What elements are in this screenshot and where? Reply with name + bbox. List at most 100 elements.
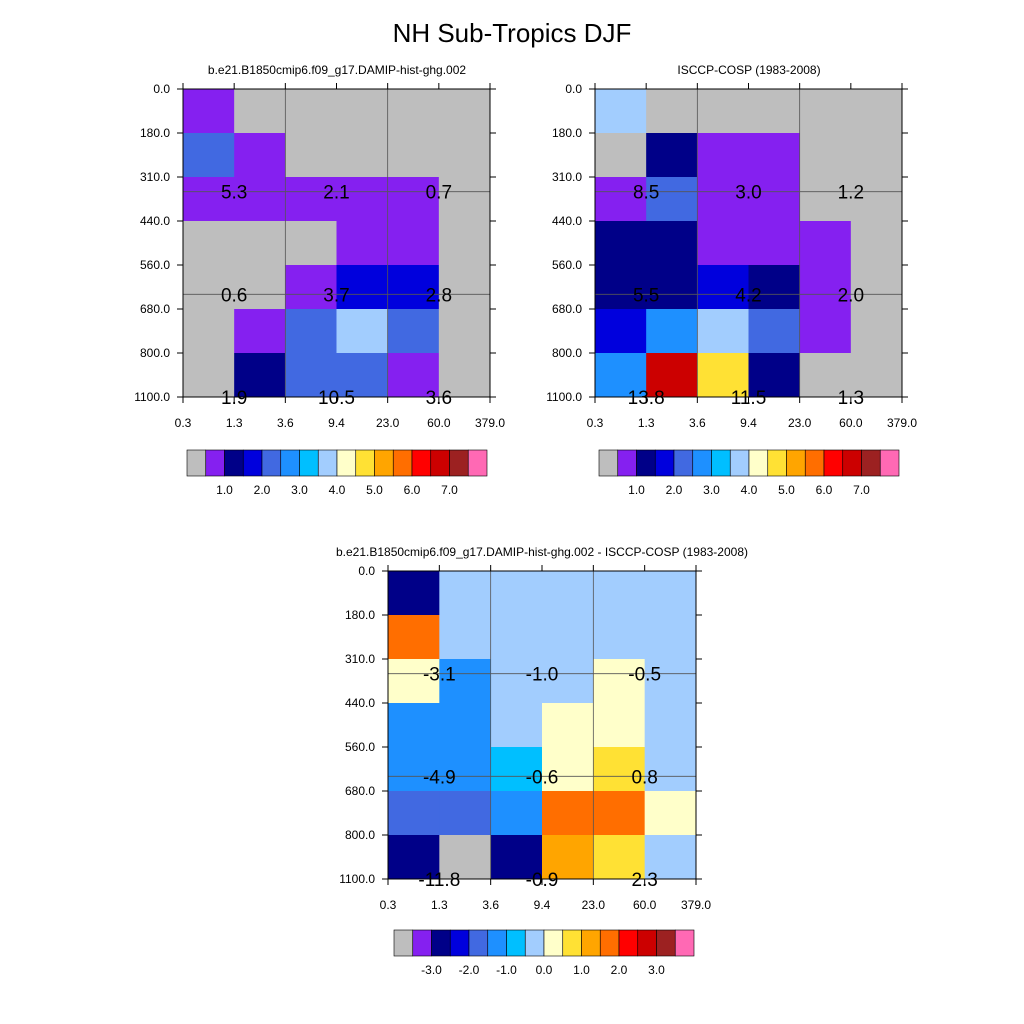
heatmap-cell: [183, 133, 235, 178]
value-label: -0.5: [628, 665, 661, 686]
heatmap-cell: [799, 353, 852, 398]
colorbar-label: 3.0: [291, 483, 308, 497]
heatmap-cell: [697, 177, 749, 222]
heatmap-cell: [387, 309, 440, 354]
heatmap-cell: [799, 177, 852, 222]
y-tick-label: 440.0: [552, 214, 582, 228]
heatmap-cell: [490, 747, 543, 792]
colorbar-label: 7.0: [441, 483, 458, 497]
colorbar-swatch: [392, 449, 413, 477]
heatmap-cell: [697, 89, 749, 134]
colorbar-label: -3.0: [421, 963, 442, 977]
colorbar-label: 5.0: [778, 483, 795, 497]
heatmap-cell: [542, 791, 594, 836]
colorbar-swatch: [673, 449, 694, 477]
value-label: 2.8: [426, 285, 452, 306]
colorbar-swatch: [617, 449, 637, 477]
heatmap-cell: [388, 615, 440, 660]
colorbar-swatch: [431, 929, 451, 957]
value-label: 4.2: [735, 285, 761, 306]
colorbar-swatch: [468, 929, 489, 957]
heatmap-cell: [438, 221, 491, 266]
heatmap-cell: [748, 309, 801, 354]
heatmap-cell: [387, 89, 440, 134]
heatmap-cell: [336, 221, 389, 266]
colorbar-swatch: [374, 449, 394, 477]
colorbar-label: 6.0: [404, 483, 421, 497]
heatmap-cell: [595, 353, 647, 398]
colorbar-label: 1.0: [216, 483, 233, 497]
colorbar-label: 2.0: [611, 963, 628, 977]
heatmap-cell: [438, 133, 491, 178]
panel-1: b.e21.B1850cmip6.f09_g17.DAMIP-hist-ghg.…: [134, 63, 505, 497]
heatmap-cell: [285, 309, 337, 354]
colorbar-swatch: [598, 449, 619, 477]
heatmap-cell: [799, 265, 852, 310]
colorbar-swatch: [618, 929, 639, 957]
y-tick-label: 800.0: [345, 828, 375, 842]
heatmap-cell: [748, 265, 801, 310]
heatmap-cell: [234, 177, 286, 222]
heatmap-cell: [850, 265, 903, 310]
colorbar-swatch: [674, 929, 695, 957]
heatmap-cell: [646, 177, 698, 222]
y-tick-label: 180.0: [552, 126, 582, 140]
heatmap-cell: [595, 89, 647, 134]
heatmap-cell: [595, 177, 647, 222]
value-label: 5.5: [633, 285, 659, 306]
heatmap-cell: [387, 221, 440, 266]
colorbar-label: -1.0: [496, 963, 517, 977]
colorbar-swatch: [393, 929, 414, 957]
heatmap-cell: [542, 659, 594, 704]
colorbar-label: 2.0: [254, 483, 271, 497]
heatmap-cell: [850, 309, 903, 354]
heatmap-cell: [646, 89, 698, 134]
heatmap-cell: [285, 177, 337, 222]
colorbar-swatch: [654, 449, 675, 477]
heatmap-cell: [644, 835, 697, 880]
value-label: 1.2: [838, 183, 864, 204]
heatmap-cell: [234, 309, 286, 354]
x-tick-label: 9.4: [534, 898, 551, 912]
heatmap-cell: [439, 615, 492, 660]
colorbar-label: 3.0: [648, 963, 665, 977]
value-label: 2.0: [838, 285, 864, 306]
heatmap-cell: [439, 747, 492, 792]
colorbar-swatch: [449, 449, 469, 477]
colorbar-swatch: [823, 449, 844, 477]
value-label: 3.7: [323, 285, 349, 306]
panel-2: ISCCP-COSP (1983-2008) 8.5 3.0 1.2 5.5 4.2 2.0…: [546, 63, 917, 497]
colorbar-swatch: [205, 449, 225, 477]
colorbar-swatch: [280, 449, 300, 477]
heatmap-cell: [799, 89, 852, 134]
heatmap-cell: [850, 221, 903, 266]
y-tick-label: 560.0: [345, 740, 375, 754]
heatmap-cell: [646, 133, 698, 178]
heatmap-cell: [748, 353, 801, 398]
colorbar-swatch: [692, 449, 712, 477]
heatmap-cell: [850, 89, 903, 134]
heatmap-cell: [387, 265, 440, 310]
y-tick-label: 0.0: [358, 564, 375, 578]
heatmap-cell: [748, 177, 801, 222]
heatmap-cell: [285, 221, 337, 266]
y-tick-label: 0.0: [565, 82, 582, 96]
x-tick-label: 0.3: [587, 416, 604, 430]
heatmap-cell: [387, 177, 440, 222]
heatmap-cell: [748, 89, 801, 134]
heatmap-cell: [234, 265, 286, 310]
y-tick-label: 560.0: [552, 258, 582, 272]
heatmap-cell: [388, 747, 440, 792]
colorbar-swatch: [430, 449, 450, 477]
y-tick-label: 0.0: [153, 82, 170, 96]
heatmap-cell: [387, 353, 440, 398]
x-tick-label: 379.0: [475, 416, 505, 430]
colorbar-swatch: [656, 929, 676, 957]
y-tick-label: 680.0: [345, 784, 375, 798]
heatmap-cell: [336, 265, 389, 310]
panel-title: ISCCP-COSP (1983-2008): [677, 63, 820, 77]
heatmap-cell: [438, 353, 491, 398]
heatmap-cell: [490, 791, 543, 836]
heatmap-cell: [388, 791, 440, 836]
